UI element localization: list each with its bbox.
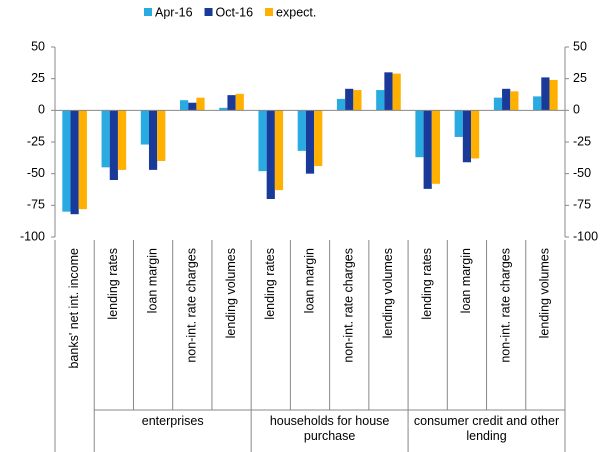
y2-tick-label: 0 [573, 103, 580, 117]
x-tick-label: lending volumes [538, 248, 552, 338]
bar [62, 110, 71, 212]
bar [305, 110, 315, 174]
bar [376, 90, 385, 111]
bar [415, 110, 424, 158]
bar [235, 93, 244, 111]
bar [423, 110, 432, 189]
bar [196, 97, 205, 111]
y-tick-label: 25 [31, 71, 45, 85]
bar [384, 72, 393, 111]
bar [502, 88, 511, 111]
y2-tick-label: -75 [573, 198, 591, 212]
bar [109, 110, 118, 180]
bar [541, 77, 550, 111]
y2-tick-label: -25 [573, 134, 591, 148]
bar [336, 98, 346, 111]
x-tick-label: non-int. rate charges [498, 248, 512, 363]
bar [314, 110, 323, 167]
x-tick-label: banks' net int. income [67, 248, 81, 369]
legend-swatch [204, 8, 213, 16]
x-tick-label: loan margin [145, 248, 159, 313]
y-tick-label: -25 [27, 134, 45, 148]
bar [471, 110, 480, 159]
y-tick-label: -50 [27, 166, 45, 180]
x-tick-label: non-int. rate charges [342, 248, 356, 363]
legend-label: Apr-16 [155, 5, 193, 19]
bar [493, 97, 503, 111]
group-label: consumer credit and other lending [413, 414, 560, 443]
y2-tick-label: -100 [573, 229, 598, 243]
group-label: households for house purchase [269, 414, 390, 443]
legend-swatch [144, 8, 152, 16]
y2-tick-label: 50 [573, 39, 587, 53]
bar [353, 90, 362, 111]
bar [266, 110, 275, 199]
bar [117, 110, 127, 170]
bar [219, 107, 228, 111]
bar [148, 110, 158, 170]
x-tick-label: loan margin [459, 248, 473, 313]
x-tick-label: loan margin [302, 248, 316, 313]
bar [431, 110, 440, 184]
bar [392, 73, 401, 111]
bar [157, 110, 166, 161]
y-tick-label: 0 [38, 103, 45, 117]
legend-swatch [265, 8, 274, 16]
x-tick-label: lending rates [420, 248, 434, 320]
x-tick-label: lending rates [106, 248, 120, 320]
bar [258, 110, 267, 172]
bar [510, 91, 519, 111]
bar [533, 96, 542, 111]
bar [78, 110, 87, 210]
bar [274, 110, 284, 191]
bar [549, 79, 558, 111]
bar [462, 110, 472, 163]
x-tick-label: non-int. rate charges [185, 248, 199, 363]
y2-tick-label: -50 [573, 166, 591, 180]
legend-label: expect. [276, 5, 316, 19]
bar [345, 88, 354, 111]
legend-label: Oct-16 [216, 5, 254, 19]
x-tick-label: lending rates [263, 248, 277, 320]
group-label: enterprises [141, 414, 204, 428]
y-tick-label: 50 [31, 39, 45, 53]
bar [454, 110, 463, 137]
y2-tick-label: 25 [573, 71, 587, 85]
bar [227, 95, 236, 111]
bar [70, 110, 79, 215]
bar [297, 110, 306, 151]
bar [140, 110, 149, 145]
x-tick-label: lending volumes [381, 248, 395, 338]
bar [180, 100, 189, 111]
x-tick-label: lending volumes [224, 248, 238, 338]
bar [188, 102, 197, 111]
y-tick-label: -75 [27, 198, 45, 212]
y-tick-label: -100 [20, 229, 45, 243]
bar [101, 110, 110, 168]
